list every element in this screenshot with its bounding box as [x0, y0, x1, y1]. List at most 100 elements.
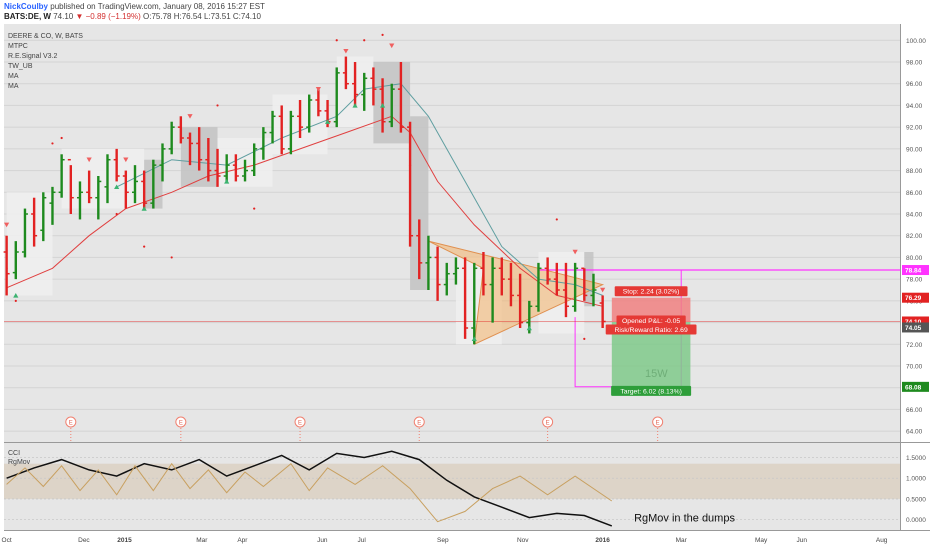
ohlc-bar	[232, 154, 239, 182]
signal-dot	[363, 39, 366, 42]
sell-signal-marker	[389, 43, 395, 49]
oscillator-annotation: RgMov in the dumps	[634, 513, 735, 525]
legend-item[interactable]: RgMov	[8, 459, 31, 466]
y-tick-label: 98.00	[906, 60, 923, 67]
ohlc-bar	[260, 127, 267, 160]
ohlc-bar	[196, 127, 203, 171]
x-tick-label: Jun	[797, 537, 808, 544]
x-tick-label: 2016	[595, 537, 610, 544]
price-axis[interactable]: 100.00 98.00 96.00 94.00 92.00 90.00 88.00 86.0…	[906, 38, 926, 436]
price-label-bg	[902, 265, 929, 276]
ohlc-bar	[40, 192, 47, 242]
rr-label: Risk/Reward Ratio: 2.69	[614, 327, 688, 334]
y-tick-label: 64.00	[906, 429, 923, 436]
x-tick-label: May	[755, 537, 768, 544]
header: NickCoulby published on TradingView.com,…	[4, 2, 265, 24]
ohlc-bar	[242, 159, 249, 182]
legend-item[interactable]: TW_UB	[8, 63, 33, 70]
y-tick-label: 72.00	[906, 342, 923, 349]
signal-dot	[555, 218, 558, 221]
signal-dot	[60, 136, 63, 140]
earnings-icon	[175, 416, 187, 428]
legend-item[interactable]: MA	[8, 83, 19, 90]
earnings-icon	[542, 416, 554, 428]
ohlc-bar	[214, 148, 221, 187]
y-tick-label: 80.00	[906, 255, 923, 262]
buy-signal-marker	[114, 184, 120, 190]
oscillator-band	[4, 463, 900, 499]
ohlc-bar	[572, 262, 579, 312]
earnings-icon-label: E	[298, 421, 302, 427]
ohlc-bar	[498, 257, 505, 296]
earnings-icon	[413, 416, 425, 428]
x-tick-label: Jul	[357, 537, 366, 544]
x-tick-label: Mar	[676, 537, 688, 544]
x-tick-label: Mar	[196, 537, 208, 544]
position-tool[interactable]: Stop: 2.24 (3.02%) Opened P&L: -0.05 Risk/…	[605, 286, 697, 396]
y-tick-label: 66.00	[906, 407, 923, 414]
ohlc-bar	[544, 257, 551, 285]
ohlc-bar	[287, 110, 294, 155]
ohlc-bar	[58, 154, 65, 198]
ohlc-bar	[480, 252, 487, 296]
signal-dot	[51, 142, 54, 145]
legend-title: DEERE & CO, W, BATS	[8, 33, 83, 40]
zone-layer	[4, 39, 900, 432]
ohlc-bar	[434, 246, 441, 301]
ohlc-bar	[122, 170, 129, 209]
last-price: 74.10	[53, 12, 74, 21]
publish-line: NickCoulby published on TradingView.com,…	[4, 2, 265, 12]
y-tick-label: 96.00	[906, 81, 923, 88]
x-tick-label: Dec	[78, 537, 90, 544]
buy-signal-marker	[324, 119, 331, 124]
legend-item[interactable]: MTPC	[8, 43, 28, 50]
ohlc-bar	[342, 56, 349, 90]
ohlc-bar	[31, 197, 38, 247]
author-link[interactable]: NickCoulby	[4, 2, 49, 11]
signal-zone	[584, 252, 594, 307]
ohlc-bar	[352, 62, 359, 106]
y-tick-label: 86.00	[906, 190, 923, 197]
ohlc-bar	[553, 262, 560, 296]
sell-signal-marker	[4, 222, 10, 228]
sell-signal-marker	[572, 249, 578, 255]
pnl-label: Opened P&L: -0.05	[622, 318, 680, 325]
legend-item[interactable]: CCI	[8, 450, 20, 457]
ohlc-bar	[49, 186, 56, 225]
earnings-icon-label: E	[69, 421, 73, 427]
y-tick-label: 100.00	[906, 38, 926, 45]
published-text: published on TradingView.com, January 08…	[50, 2, 265, 11]
sell-signal-marker	[123, 157, 129, 163]
buy-signal-marker	[13, 293, 19, 298]
price-label-bg	[902, 381, 929, 392]
y-tick-label: 92.00	[906, 125, 923, 132]
x-tick-label: Aug	[876, 537, 888, 544]
indicator-legend: DEERE & CO, W, BATS MTPC R.E.Signal V3.2…	[8, 33, 83, 466]
sell-signal-marker	[315, 86, 321, 92]
earnings-icon	[65, 416, 77, 428]
osc-tick-label: 1.5000	[906, 455, 926, 462]
price-label-bg	[902, 316, 929, 327]
ohlc-bar	[168, 121, 175, 155]
ohlc-bar	[12, 241, 19, 280]
ohlc-bar	[86, 170, 93, 204]
legend-item[interactable]: MA	[8, 73, 19, 80]
price-change: ▼ −0.89 (−1.19%)	[75, 12, 141, 21]
signal-dot	[115, 212, 118, 216]
ohlc-bar	[407, 121, 414, 247]
ohlc-bar	[150, 159, 157, 209]
ohlc-bar	[177, 116, 184, 144]
y-tick-label: 84.00	[906, 212, 923, 219]
price-label: 74.05	[905, 325, 922, 332]
legend-item[interactable]: R.E.Signal V3.2	[8, 53, 58, 60]
rgmov-line	[6, 462, 613, 523]
low-value: L:73.51	[203, 12, 231, 21]
buy-signal-marker	[141, 206, 147, 211]
earnings-icon-label: E	[179, 421, 183, 427]
ohlc-bar	[452, 257, 459, 285]
cci-line	[6, 450, 613, 527]
x-tick-label: Apr	[237, 537, 248, 544]
time-axis[interactable]: Oct Dec 2015 Mar Apr Jun Jul Sep Nov 2016 Mar May Ju…	[2, 537, 888, 544]
